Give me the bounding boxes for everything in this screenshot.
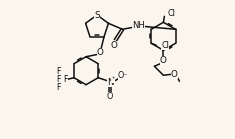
Text: ⁺: ⁺ [111, 77, 115, 83]
Text: Cl: Cl [161, 41, 169, 50]
Text: F: F [57, 75, 61, 84]
Text: O: O [111, 41, 118, 50]
Text: O: O [171, 70, 178, 79]
Text: F: F [57, 67, 61, 76]
Text: O: O [160, 56, 167, 65]
Text: F: F [57, 83, 61, 92]
Text: O: O [107, 92, 113, 101]
Text: O: O [97, 48, 103, 57]
Text: N: N [107, 78, 114, 87]
Text: Cl: Cl [167, 9, 175, 18]
Text: O⁻: O⁻ [118, 71, 129, 80]
Text: S: S [94, 11, 100, 19]
Text: NH: NH [132, 21, 145, 30]
Text: F: F [64, 75, 68, 84]
